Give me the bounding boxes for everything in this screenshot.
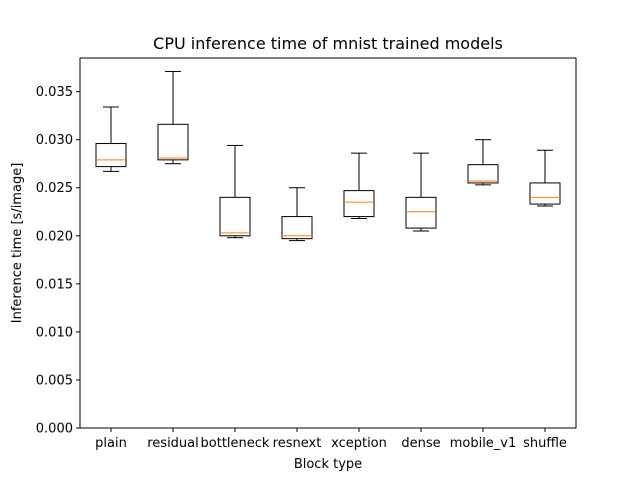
box-group-plain xyxy=(95,106,127,172)
x-tick-label: residual xyxy=(147,436,199,451)
x-tick-label: dense xyxy=(401,436,440,451)
iqr-box xyxy=(343,190,375,218)
box-group-residual xyxy=(157,70,189,165)
x-tick-label: shuffle xyxy=(523,436,567,451)
y-tick-label: 0.000 xyxy=(36,422,73,437)
x-tick-label: xception xyxy=(331,436,387,451)
y-tick-label: 0.025 xyxy=(36,181,73,196)
iqr-box xyxy=(281,216,313,240)
y-tick-label: 0.010 xyxy=(36,325,73,340)
iqr-box xyxy=(219,196,251,237)
box-group-xception xyxy=(343,152,375,219)
iqr-box xyxy=(157,123,189,161)
box-group-shuffle xyxy=(529,149,561,207)
x-tick-label: resnext xyxy=(273,436,322,451)
iqr-box xyxy=(529,182,561,205)
y-tick-label: 0.030 xyxy=(36,133,73,148)
x-tick-label: plain xyxy=(95,436,127,451)
y-axis: 0.000 0.005 0.010 0.015 0.020 0.025 0.030 0.035 xyxy=(36,85,80,437)
y-axis-label: Inference time [s/image] xyxy=(10,163,25,324)
x-tick-label: bottleneck xyxy=(201,436,270,451)
box-group-bottleneck xyxy=(219,144,251,239)
iqr-box xyxy=(467,164,499,184)
iqr-box xyxy=(95,143,127,168)
y-tick-label: 0.005 xyxy=(36,373,73,388)
y-tick-label: 0.020 xyxy=(36,229,73,244)
y-tick-label: 0.015 xyxy=(36,277,73,292)
plot-area xyxy=(95,70,561,242)
y-tick-label: 0.035 xyxy=(36,85,73,100)
iqr-box xyxy=(405,196,437,229)
box-group-resnext xyxy=(281,187,313,242)
box-group-dense xyxy=(405,152,437,232)
chart-title: CPU inference time of mnist trained mode… xyxy=(153,34,503,53)
x-axis: plain residual bottleneck resnext xception de… xyxy=(95,428,567,451)
x-tick-label: mobile_v1 xyxy=(450,436,517,451)
box-group-mobile_v1 xyxy=(467,139,499,186)
x-axis-label: Block type xyxy=(294,457,362,472)
axes-frame xyxy=(79,57,577,429)
